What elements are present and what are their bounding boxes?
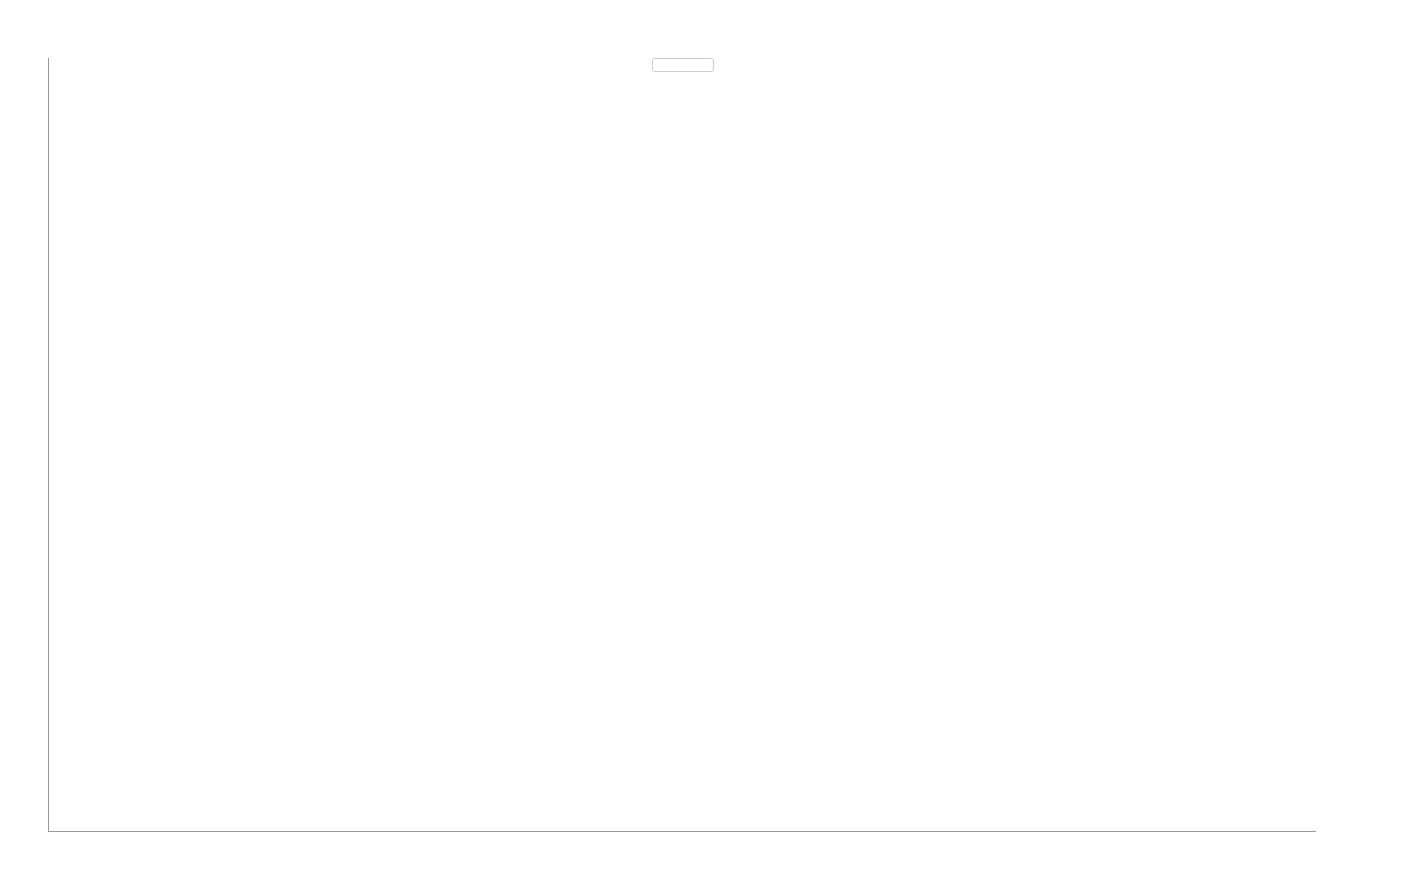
- plot-area: [48, 58, 1316, 832]
- chart-header: [0, 0, 1406, 14]
- chart-container: [48, 58, 1316, 832]
- stats-box: [652, 58, 714, 72]
